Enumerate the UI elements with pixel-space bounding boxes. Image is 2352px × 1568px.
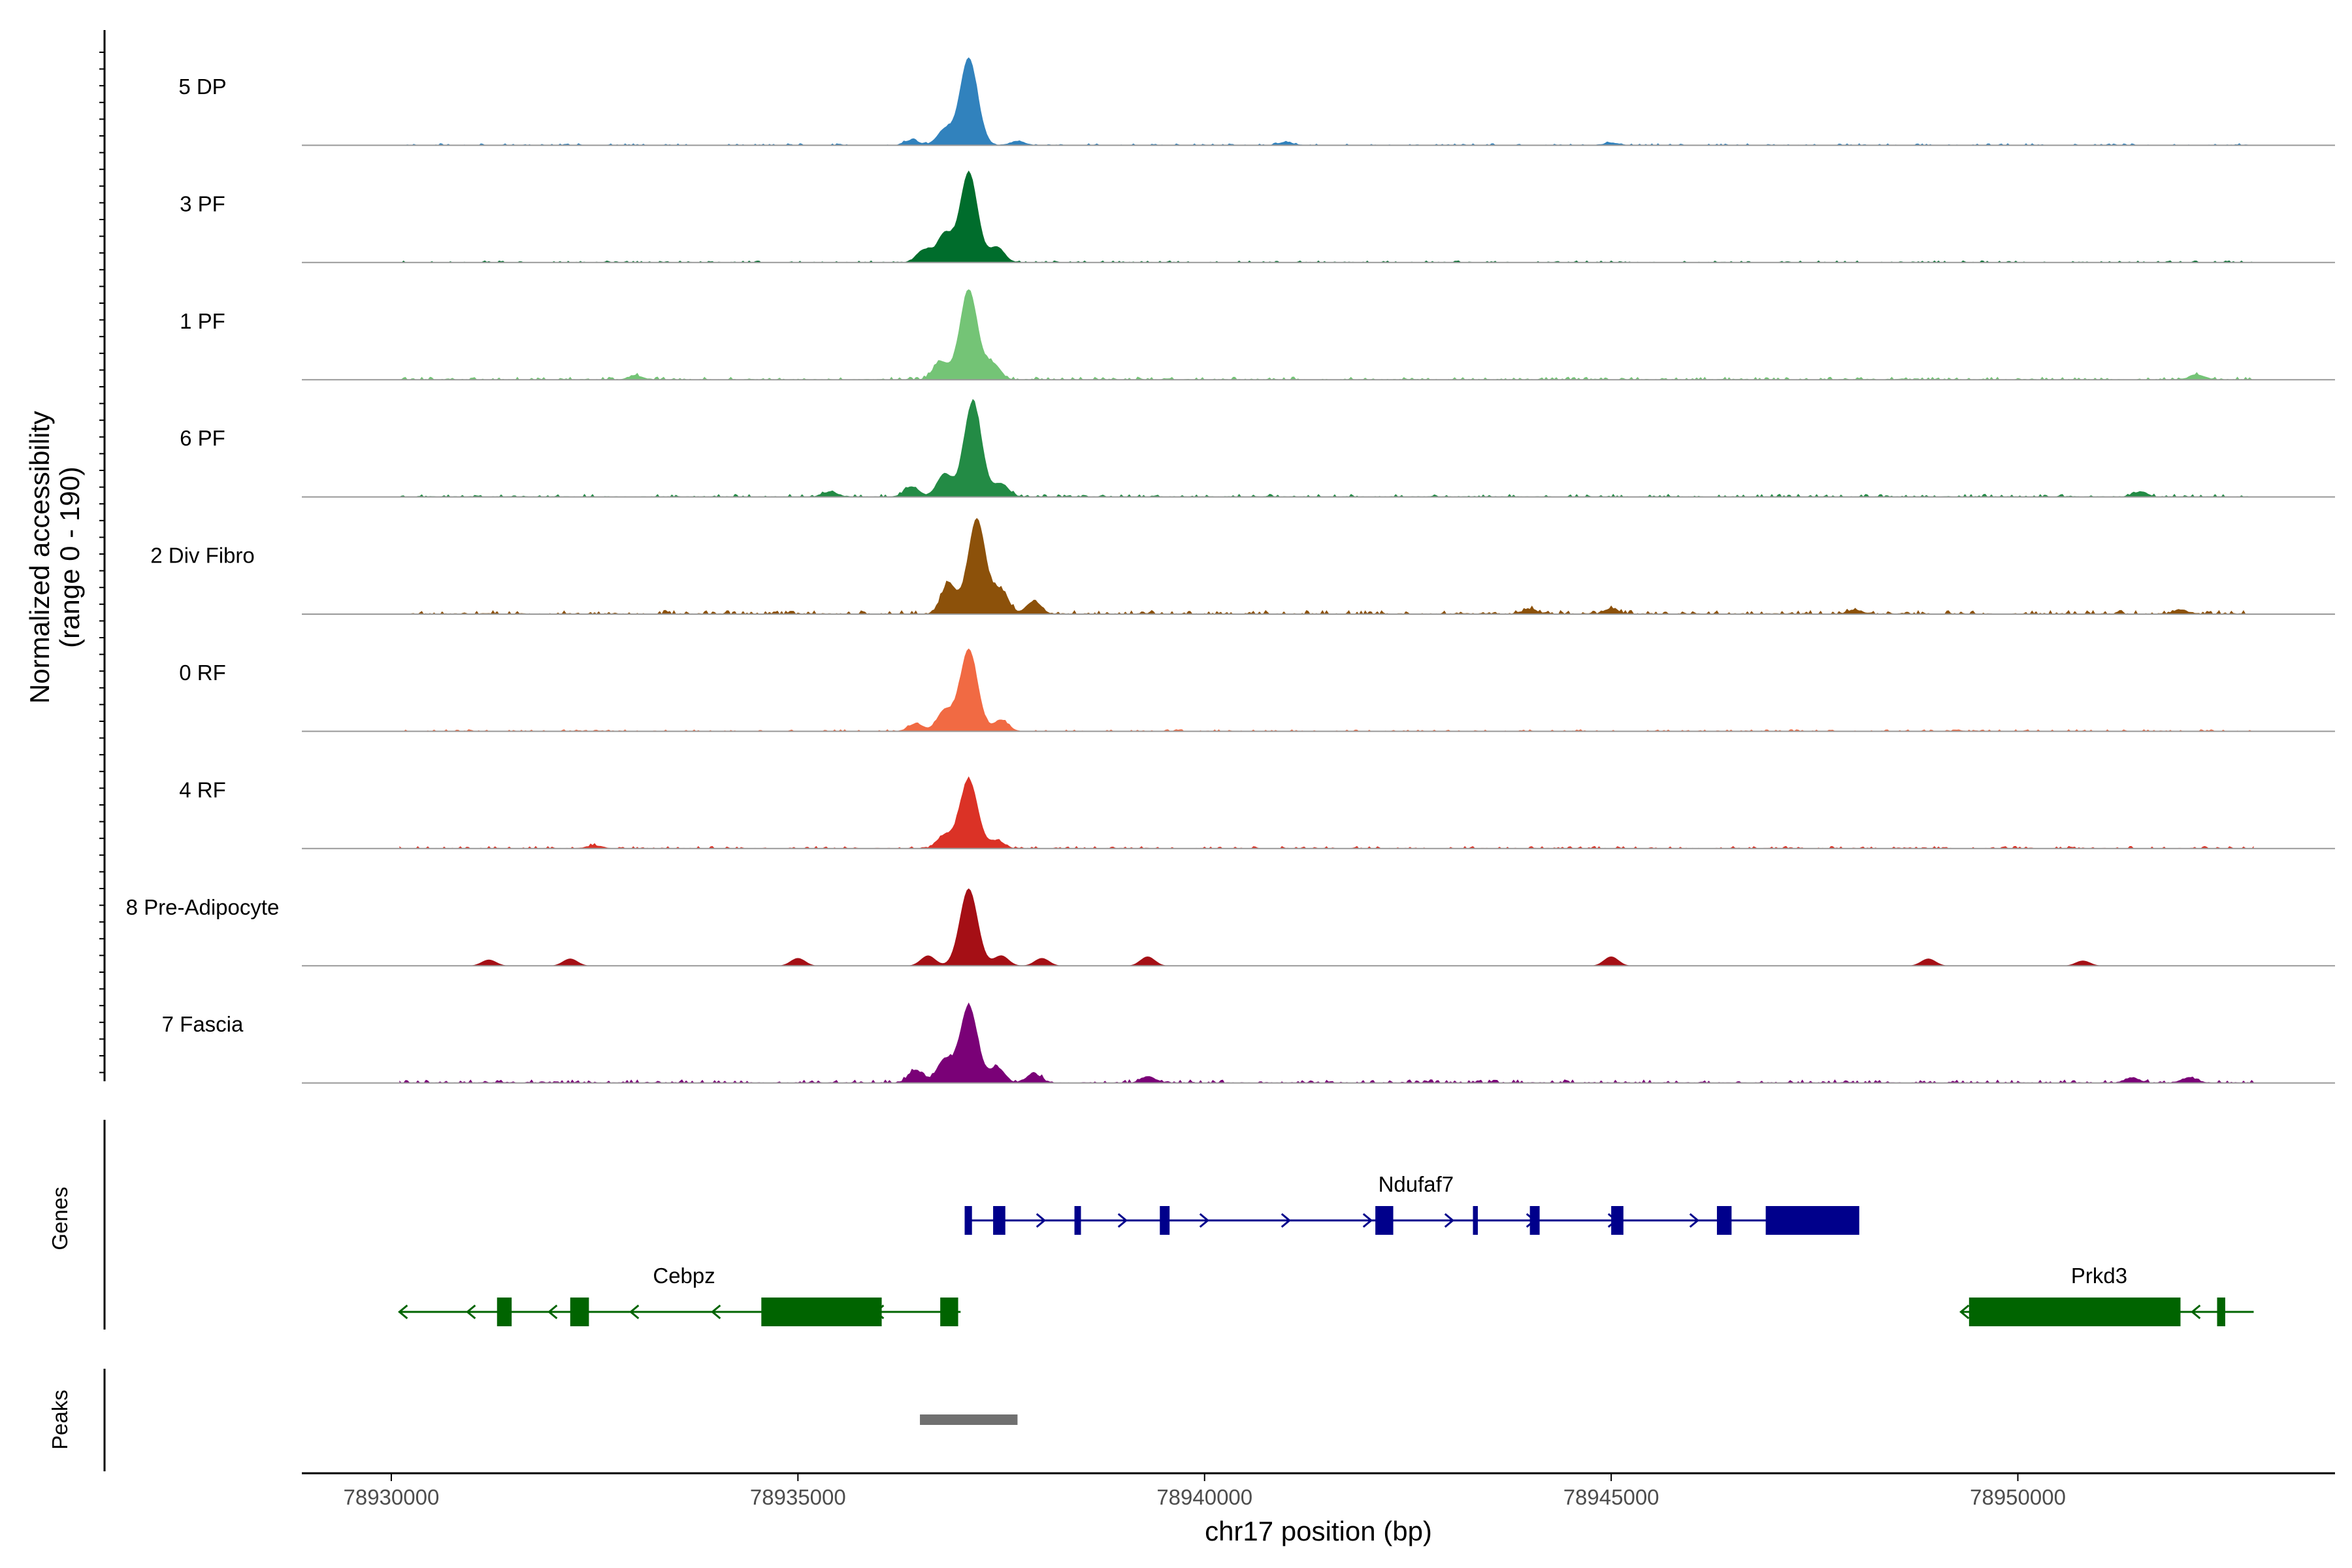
- gene-exon: [964, 1206, 972, 1235]
- coverage-area: [399, 171, 2254, 263]
- gene-exon: [1529, 1206, 1540, 1235]
- strand-arrow: [1444, 1213, 1455, 1228]
- gene-exon: [1716, 1206, 1732, 1235]
- gene-exon: [2217, 1298, 2225, 1326]
- gene-exon: [497, 1298, 512, 1326]
- gene-exon: [761, 1298, 882, 1326]
- gene-exon: [940, 1298, 958, 1326]
- gene-exon: [993, 1206, 1005, 1235]
- strand-arrow: [629, 1304, 640, 1320]
- track-label: 6 PF: [180, 426, 225, 450]
- gene-exon: [1074, 1206, 1081, 1235]
- coverage-area: [399, 1002, 2254, 1083]
- strand-arrow: [1689, 1213, 1700, 1228]
- y-axis-title-line2: (range 0 - 190): [54, 466, 85, 648]
- gene-exon: [1968, 1298, 2181, 1326]
- y-axis-title: Normalized accessibility (range 0 - 190): [24, 411, 85, 704]
- strand-arrow: [547, 1304, 558, 1320]
- y-axis-title-line1: Normalized accessibility: [24, 411, 55, 704]
- track-label: 4 RF: [179, 777, 226, 802]
- x-tick-label: 78940000: [1156, 1485, 1252, 1509]
- track-0-rf: 0 RF: [179, 648, 2335, 732]
- coverage-area: [399, 648, 2254, 732]
- strand-arrow: [2191, 1304, 2201, 1320]
- coverage-tracks: 5 DP 3 PF 1 PF 6 PF 2 Div Fibro 0 RF 4 RF 8 Pre…: [126, 57, 2335, 1084]
- x-axis-title: chr17 position (bp): [1205, 1516, 1432, 1546]
- x-tick-label: 78930000: [344, 1485, 440, 1509]
- coverage-area: [399, 399, 2254, 497]
- x-axis-ticks: 78930000 78935000 78940000 78945000 78950000: [344, 1473, 2066, 1509]
- genes-panel-label: Genes: [48, 1186, 72, 1250]
- x-tick-label: 78950000: [1970, 1485, 2066, 1509]
- x-tick-label: 78945000: [1563, 1485, 1659, 1509]
- gene-cebpz: Cebpz: [398, 1264, 961, 1326]
- gene-annotation-track: Ndufaf7 Cebpz Prkd3: [398, 1172, 2254, 1326]
- track-2-div-fibro: 2 Div Fibro: [150, 517, 2335, 615]
- strand-arrow: [1362, 1213, 1373, 1228]
- track-label: 2 Div Fibro: [150, 544, 255, 568]
- track-label: 0 RF: [179, 661, 226, 685]
- track-label: 8 Pre-Adipocyte: [126, 895, 280, 919]
- coverage-area: [399, 289, 2254, 380]
- coverage-area: [399, 776, 2254, 849]
- gene-label: Prkd3: [2071, 1264, 2127, 1288]
- track-4-rf: 4 RF: [179, 776, 2335, 849]
- peak-region: [920, 1414, 1018, 1425]
- coverage-area: [399, 517, 2254, 614]
- strand-arrow: [398, 1304, 408, 1320]
- gene-exon: [1765, 1206, 1859, 1235]
- x-tick-label: 78935000: [750, 1485, 846, 1509]
- track-label: 5 DP: [178, 74, 226, 99]
- gene-exon: [1611, 1206, 1624, 1235]
- strand-arrow: [1281, 1213, 1292, 1228]
- track-7-fascia: 7 Fascia: [162, 1002, 2335, 1084]
- peaks-track: [920, 1414, 1018, 1425]
- gene-exon: [1160, 1206, 1170, 1235]
- gene-exon: [1375, 1206, 1394, 1235]
- strand-arrow: [466, 1304, 476, 1320]
- gene-ndufaf7: Ndufaf7: [964, 1172, 1859, 1235]
- gene-prkd3: Prkd3: [1959, 1264, 2254, 1326]
- gene-label: Cebpz: [653, 1264, 715, 1288]
- track-8-pre-adipocyte: 8 Pre-Adipocyte: [126, 888, 2335, 967]
- strand-arrow: [1117, 1213, 1128, 1228]
- coverage-area: [399, 888, 2254, 966]
- coverage-area: [399, 57, 2254, 146]
- strand-arrow: [1959, 1304, 1970, 1320]
- gene-exon: [1473, 1206, 1478, 1235]
- track-5-dp: 5 DP: [178, 57, 2335, 146]
- strand-arrow: [711, 1304, 721, 1320]
- track-label: 3 PF: [180, 191, 225, 216]
- track-1-pf: 1 PF: [180, 289, 2335, 381]
- track-label: 7 Fascia: [162, 1012, 244, 1036]
- gene-exon: [570, 1298, 589, 1326]
- strand-arrow: [1199, 1213, 1210, 1228]
- track-3-pf: 3 PF: [180, 171, 2335, 263]
- track-6-pf: 6 PF: [180, 399, 2335, 498]
- track-label: 1 PF: [180, 309, 225, 333]
- strand-arrow: [1036, 1213, 1047, 1228]
- peaks-panel-label: Peaks: [48, 1390, 72, 1450]
- gene-label: Ndufaf7: [1379, 1172, 1454, 1196]
